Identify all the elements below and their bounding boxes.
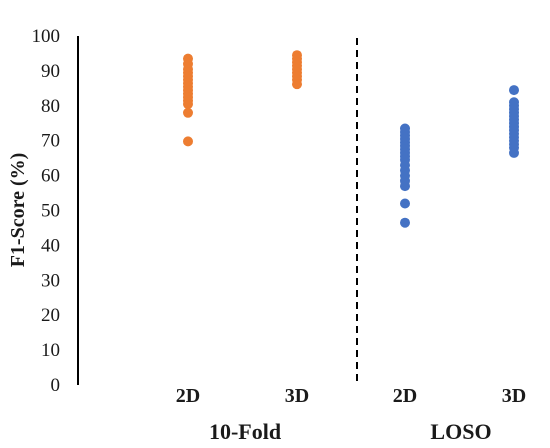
- y-tick-label-50: 50: [41, 201, 60, 222]
- series-loso-2d: [400, 123, 410, 228]
- category-labels: 2D 3D 2D 3D: [176, 385, 526, 407]
- data-point: [292, 79, 302, 90]
- category-label: 2D: [176, 385, 200, 407]
- group-label: 10-Fold: [209, 419, 281, 444]
- group-labels: 10-Fold LOSO: [209, 419, 492, 444]
- series-loso-3d: [509, 85, 519, 158]
- y-tick-label-90: 90: [41, 61, 60, 82]
- data-point: [509, 85, 519, 96]
- data-point: [509, 147, 519, 158]
- y-tick-labels: 0 10 20 30 40 50 60 70 80 90 100: [32, 26, 61, 396]
- y-tick-label-70: 70: [41, 131, 60, 152]
- data-points: [183, 50, 519, 228]
- series-10-fold-2d: [183, 53, 193, 147]
- y-tick-label-10: 10: [41, 340, 60, 361]
- y-tick-label-20: 20: [41, 305, 60, 326]
- y-tick-label-0: 0: [51, 375, 61, 396]
- y-tick-label-40: 40: [41, 235, 60, 256]
- data-point: [183, 99, 193, 110]
- category-label: 2D: [393, 385, 417, 407]
- category-label: 3D: [285, 385, 309, 407]
- y-axis-label: F1-Score (%): [7, 153, 29, 268]
- y-tick-label-100: 100: [32, 26, 61, 47]
- series-10-fold-3d: [292, 50, 302, 90]
- data-point: [400, 181, 410, 192]
- data-point: [400, 217, 410, 228]
- data-point: [183, 107, 193, 118]
- y-tick-label-80: 80: [41, 96, 60, 117]
- y-tick-label-30: 30: [41, 270, 60, 291]
- group-label: LOSO: [430, 419, 491, 444]
- data-point: [400, 198, 410, 209]
- data-point: [183, 136, 193, 147]
- y-tick-label-60: 60: [41, 166, 60, 187]
- category-label: 3D: [502, 385, 526, 407]
